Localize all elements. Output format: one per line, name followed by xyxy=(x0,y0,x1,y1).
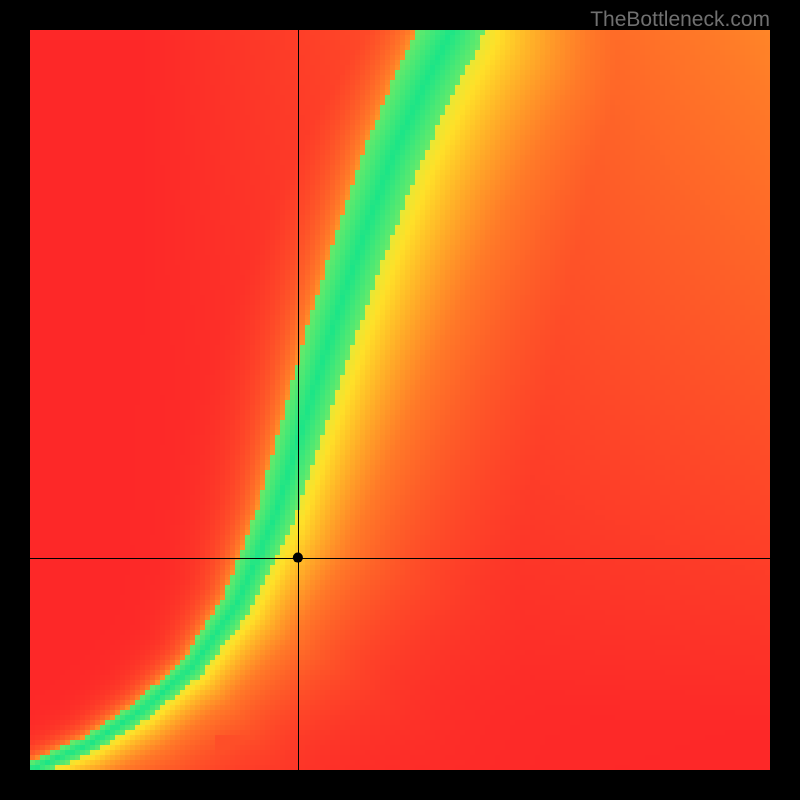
watermark-text: TheBottleneck.com xyxy=(590,8,770,32)
bottleneck-heatmap xyxy=(30,30,770,770)
heatmap-canvas xyxy=(30,30,770,770)
